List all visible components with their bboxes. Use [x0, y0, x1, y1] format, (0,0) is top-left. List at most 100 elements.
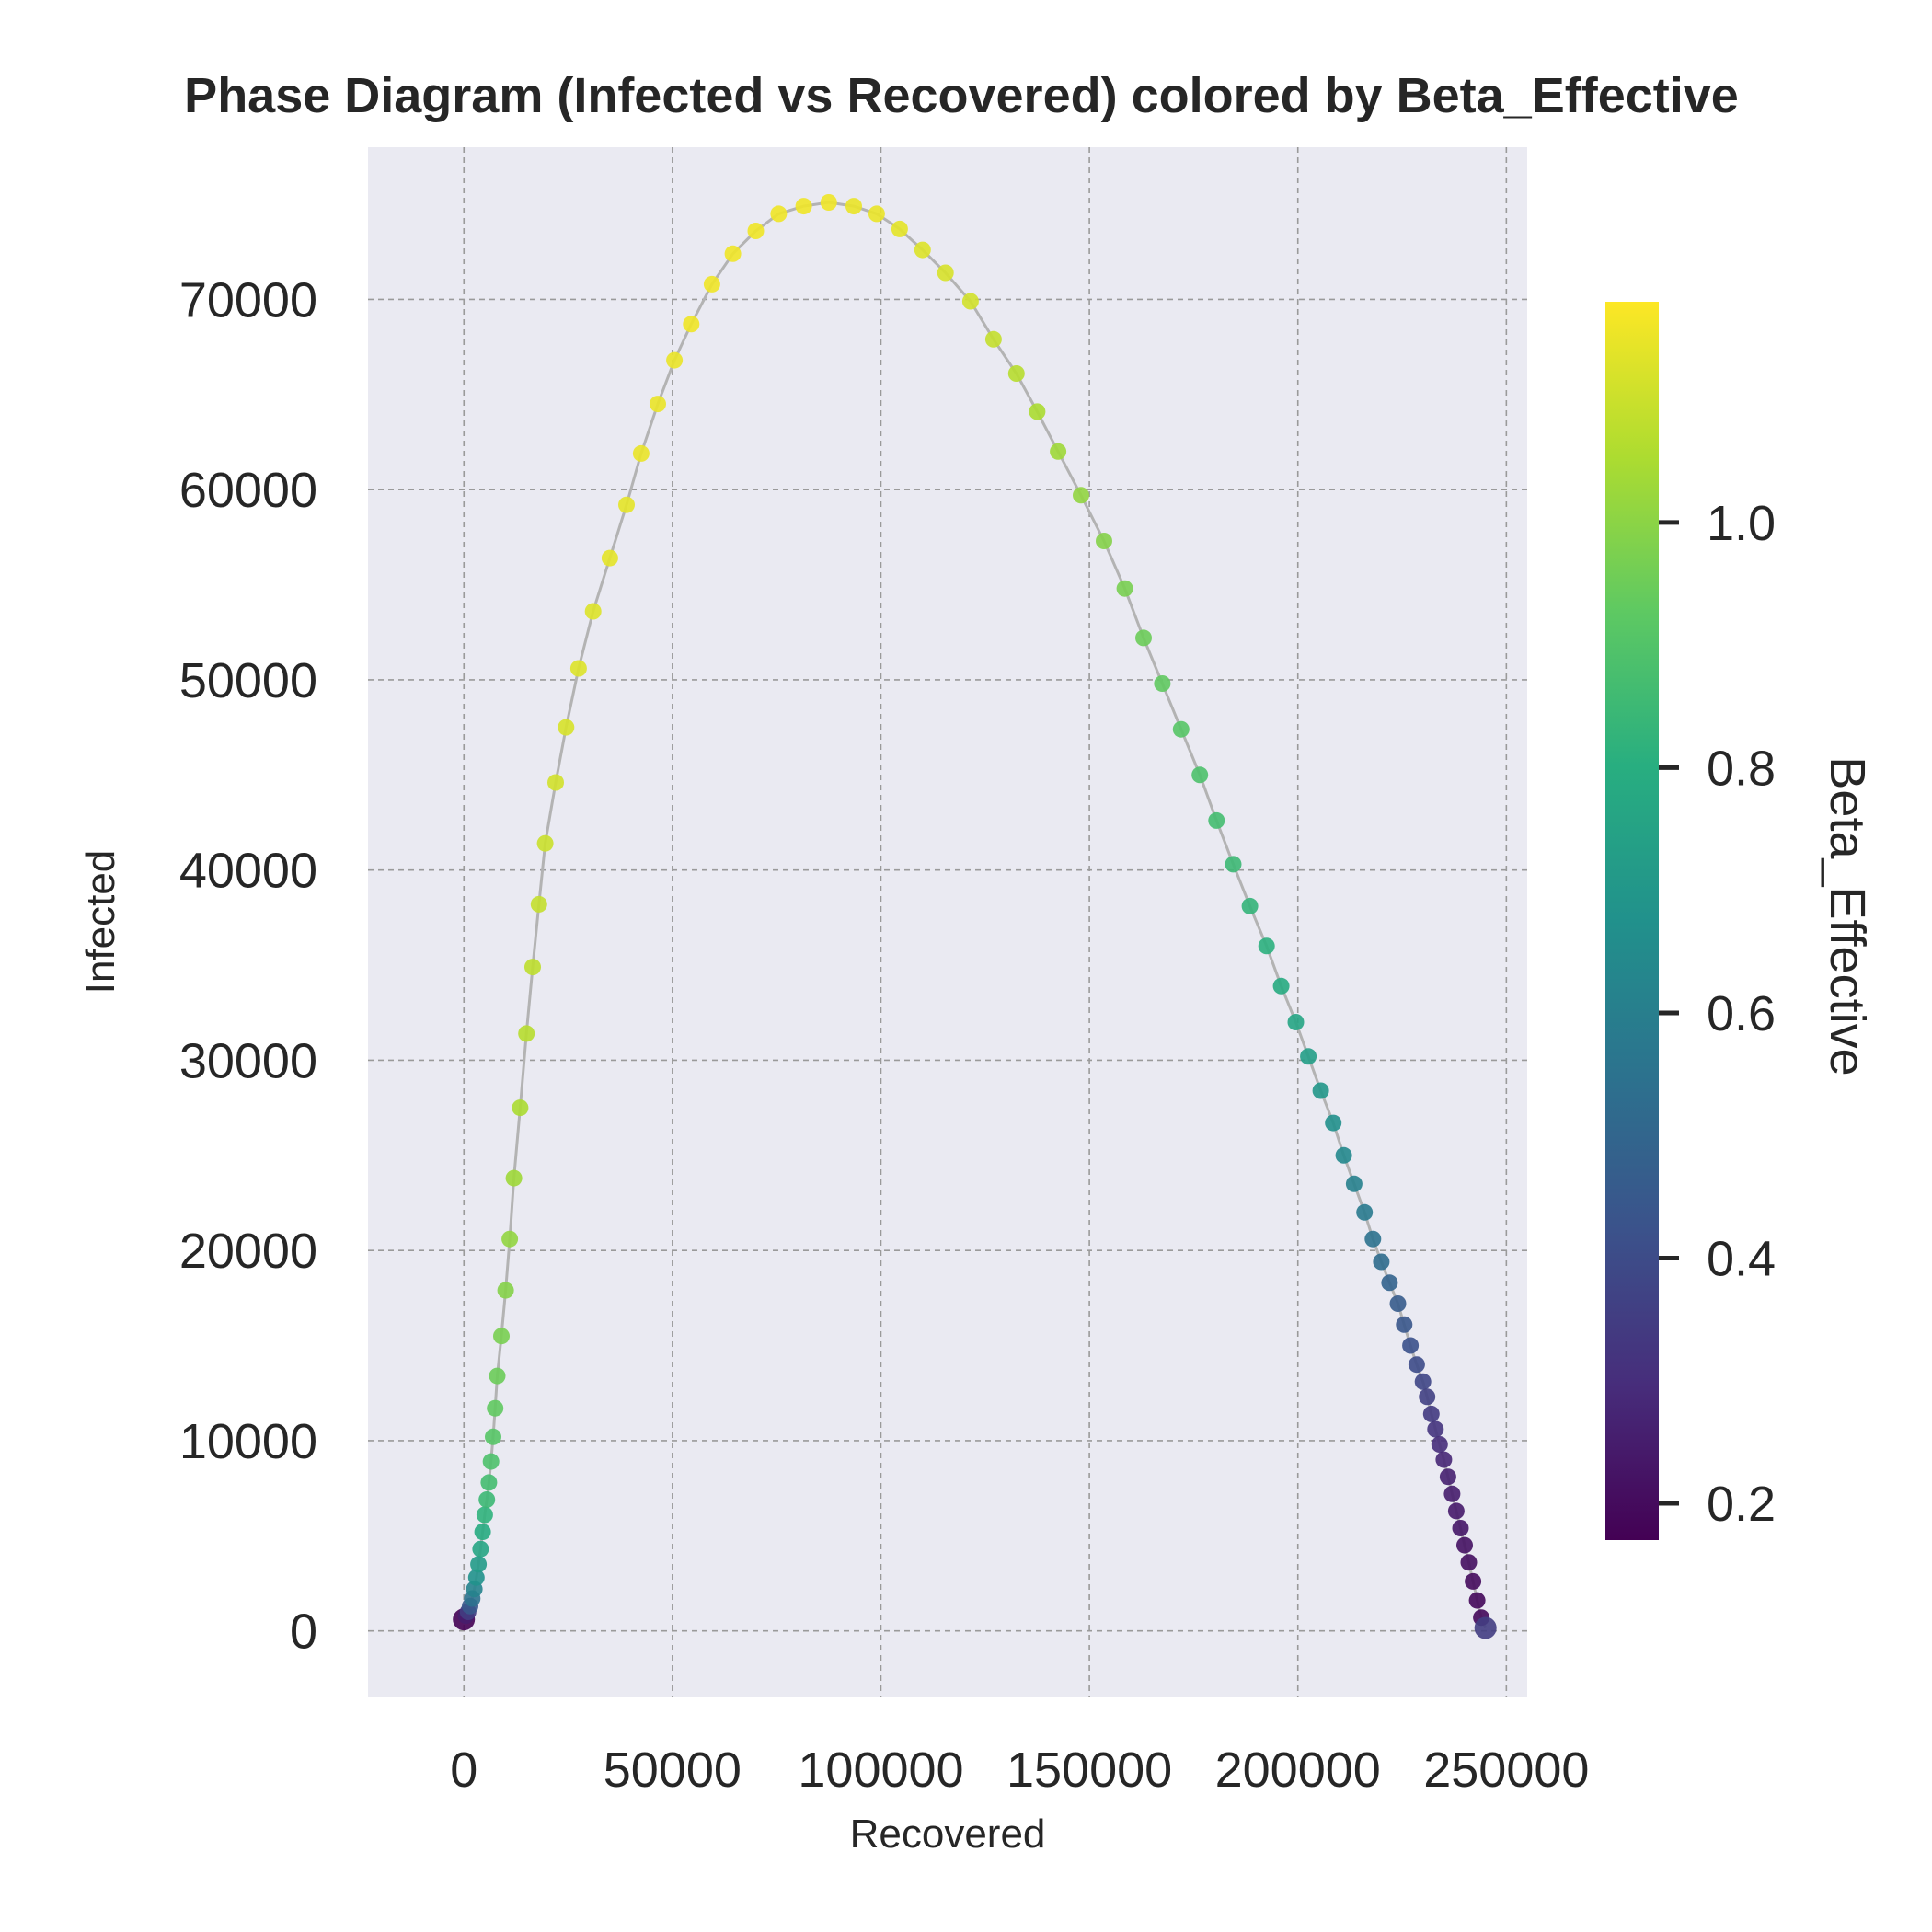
data-point [1135, 629, 1152, 647]
data-point [1373, 1253, 1390, 1271]
data-point [1258, 937, 1275, 955]
data-point [1408, 1356, 1425, 1374]
data-point [1468, 1592, 1486, 1609]
data-point [501, 1230, 519, 1248]
data-point [891, 220, 908, 237]
data-point [1439, 1468, 1456, 1486]
y-tick-label: 70000 [179, 272, 317, 328]
data-point [1474, 1616, 1497, 1639]
colorbar-tick-label: 0.4 [1707, 1231, 1776, 1286]
data-point [480, 1474, 498, 1491]
y-tick-label: 40000 [179, 844, 317, 899]
data-point [683, 316, 700, 333]
data-point [467, 1569, 485, 1586]
data-point [478, 1491, 496, 1508]
x-tick-label: 50000 [604, 1742, 742, 1798]
data-point [470, 1556, 488, 1573]
data-point [485, 1428, 501, 1445]
data-point [505, 1169, 523, 1187]
data-point [1427, 1420, 1444, 1438]
colorbar-ticks: 0.2 0.4 0.6 0.8 1.0 [1659, 496, 1776, 1532]
y-tick-label: 0 [290, 1604, 317, 1660]
data-point [1312, 1082, 1329, 1099]
y-tick-label: 10000 [179, 1414, 317, 1469]
y-tick-label: 60000 [179, 463, 317, 518]
y-axis-label: Infected [78, 850, 123, 995]
data-point [1241, 897, 1259, 914]
data-point [1414, 1373, 1432, 1390]
colorbar-tick-label: 0.2 [1707, 1477, 1776, 1532]
data-points [453, 194, 1497, 1639]
data-point [937, 264, 954, 282]
x-axis-ticks: 0 50000 100000 150000 200000 250000 [450, 1742, 1589, 1798]
data-point [868, 205, 885, 223]
data-point [618, 496, 635, 513]
data-point [497, 1282, 514, 1299]
data-point [632, 444, 650, 462]
data-point [845, 198, 862, 215]
data-point [1073, 487, 1089, 504]
colorbar [1605, 302, 1659, 1540]
data-point [1422, 1405, 1440, 1422]
data-point [1460, 1554, 1478, 1571]
colorbar-tick-label: 0.6 [1707, 986, 1776, 1041]
data-point [650, 396, 666, 413]
data-point [961, 293, 979, 310]
x-tick-label: 150000 [1006, 1742, 1172, 1798]
data-point [1381, 1274, 1398, 1292]
gridlines [368, 147, 1527, 1697]
data-point [512, 1099, 529, 1117]
data-point [601, 549, 618, 567]
x-tick-label: 250000 [1423, 1742, 1589, 1798]
y-axis-ticks: 0 10000 20000 30000 40000 50000 60000 70000 [179, 272, 317, 1659]
x-tick-label: 0 [450, 1742, 477, 1798]
data-point [482, 1453, 500, 1470]
data-point [1029, 403, 1046, 420]
data-point [1050, 443, 1067, 460]
y-tick-label: 50000 [179, 653, 317, 708]
colorbar-tick-label: 1.0 [1707, 496, 1776, 551]
data-point [1272, 977, 1290, 995]
data-point [914, 241, 931, 259]
data-point [666, 351, 684, 369]
data-point [1364, 1230, 1382, 1248]
data-point [1154, 675, 1171, 692]
data-point [1096, 533, 1112, 549]
trajectory-line [462, 201, 1488, 1629]
plot-area [368, 147, 1527, 1697]
colorbar-tick-label: 0.8 [1707, 741, 1776, 796]
x-axis-label: Recovered [850, 1811, 1046, 1857]
data-point [487, 1399, 504, 1417]
data-point [472, 1540, 489, 1558]
data-point [1419, 1388, 1436, 1406]
data-point [569, 660, 587, 677]
y-tick-label: 20000 [179, 1224, 317, 1279]
data-point [1325, 1114, 1342, 1132]
data-point [558, 719, 575, 736]
data-point [584, 603, 602, 620]
data-point [1396, 1316, 1413, 1333]
data-point [1402, 1337, 1420, 1354]
y-tick-label: 30000 [179, 1033, 317, 1088]
data-point [489, 1367, 506, 1385]
data-point [795, 198, 812, 215]
data-point [1225, 856, 1242, 873]
x-tick-label: 100000 [798, 1742, 963, 1798]
data-point [1300, 1048, 1317, 1065]
data-point [1447, 1502, 1465, 1520]
data-point [474, 1524, 491, 1541]
data-point [1443, 1485, 1461, 1502]
data-point [1456, 1536, 1473, 1554]
data-point [476, 1506, 493, 1524]
data-point [547, 774, 564, 791]
colorbar-label: Beta_Effective [1820, 756, 1875, 1075]
data-point [1208, 811, 1225, 829]
data-point [1345, 1175, 1363, 1192]
data-point [1465, 1572, 1482, 1590]
data-point [724, 245, 742, 262]
data-point [1435, 1451, 1453, 1468]
chart-title: Phase Diagram (Infected vs Recovered) co… [184, 68, 1739, 123]
data-point [518, 1025, 535, 1042]
x-tick-label: 200000 [1215, 1742, 1381, 1798]
data-point [1389, 1295, 1407, 1312]
